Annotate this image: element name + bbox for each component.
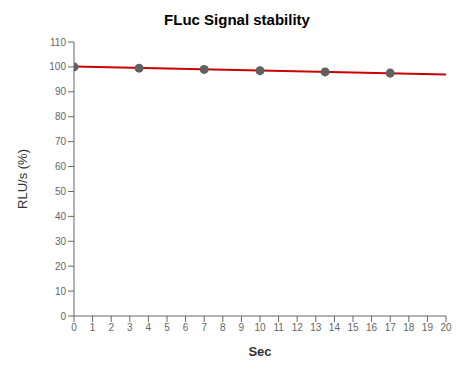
- svg-text:5: 5: [164, 322, 170, 333]
- svg-text:50: 50: [55, 186, 67, 197]
- svg-text:0: 0: [60, 311, 66, 322]
- svg-text:13: 13: [310, 322, 322, 333]
- svg-text:20: 20: [440, 322, 452, 333]
- svg-text:7: 7: [201, 322, 207, 333]
- svg-text:6: 6: [183, 322, 189, 333]
- svg-text:8: 8: [220, 322, 226, 333]
- html-text:FLuc Signal stability: FLuc Signal stability: [164, 11, 310, 28]
- svg-text:Sec: Sec: [248, 344, 271, 359]
- svg-text:80: 80: [55, 111, 67, 122]
- svg-text:12: 12: [292, 322, 304, 333]
- svg-text:19: 19: [422, 322, 434, 333]
- svg-text:17: 17: [385, 322, 397, 333]
- svg-text:30: 30: [55, 236, 67, 247]
- svg-text:4: 4: [146, 322, 152, 333]
- svg-text:70: 70: [55, 136, 67, 147]
- svg-text:90: 90: [55, 86, 67, 97]
- svg-text:9: 9: [239, 322, 245, 333]
- svg-text:1: 1: [90, 322, 96, 333]
- svg-text:15: 15: [347, 322, 359, 333]
- svg-text:40: 40: [55, 211, 67, 222]
- svg-text:RLU/s (%): RLU/s (%): [15, 149, 30, 209]
- svg-text:10: 10: [55, 286, 67, 297]
- svg-text:60: 60: [55, 161, 67, 172]
- svg-text:10: 10: [254, 322, 266, 333]
- svg-text:18: 18: [403, 322, 415, 333]
- svg-text:11: 11: [273, 322, 284, 333]
- svg-text:20: 20: [55, 261, 67, 272]
- svg-text:100: 100: [49, 61, 66, 72]
- svg-text:16: 16: [366, 322, 378, 333]
- svg-text:14: 14: [329, 322, 341, 333]
- svg-text:2: 2: [108, 322, 114, 333]
- svg-text:110: 110: [50, 37, 66, 48]
- svg-text:3: 3: [127, 322, 133, 333]
- svg-text:0: 0: [71, 322, 77, 333]
